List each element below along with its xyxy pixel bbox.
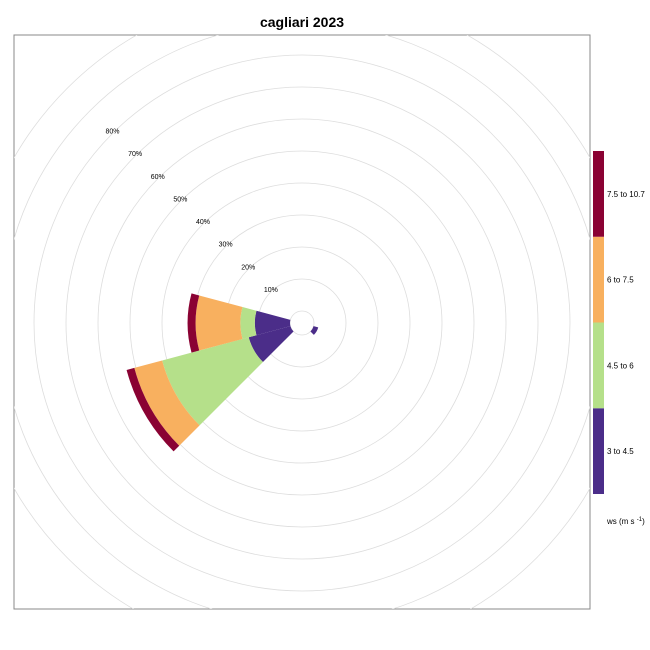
ring-label: 50% [173,196,187,203]
wedge-segment [310,326,319,335]
ring-labels: 10% 20% 30% 40% 50% 60% 70% 80% [105,128,277,293]
legend-label: 7.5 to 10.7 [607,190,645,199]
grid-ring [97,118,507,528]
legend-label: 3 to 4.5 [607,447,634,456]
legend-label: 6 to 7.5 [607,276,634,285]
grid-ring [33,54,571,592]
colour-legend: 3 to 4.5 4.5 to 6 6 to 7.5 7.5 to 10.7 ws (m… [593,151,645,526]
wedge-segment [162,337,263,426]
chart-title: cagliari 2023 [259,14,345,30]
ring-label: 70% [128,151,142,158]
plot-panel [13,34,591,610]
wedge-segment [126,367,180,452]
wedge-segment [195,295,243,351]
wind-wedges [126,293,319,452]
legend-swatch [593,322,604,409]
ring-label: 30% [219,242,233,249]
legend-label: 4.5 to 6 [607,361,634,370]
wedge-segment [248,326,294,363]
ring-label: 80% [105,128,119,135]
grid-ring [129,150,475,496]
legend-title: ws (m s -1) [606,517,645,526]
ring-label: 40% [196,219,210,226]
wedge-segment [187,293,200,353]
legend-swatch [593,236,604,323]
wedge-segment [254,310,291,336]
ring-label: 10% [264,287,278,294]
wedge-segment [240,307,257,339]
grid-rings [14,35,590,609]
grid-ring [65,86,539,560]
legend-swatch [593,151,604,237]
ring-label: 60% [151,174,165,181]
wedge-segment [134,360,200,446]
grid-ring [161,182,443,464]
legend-swatch [593,408,604,494]
ring-label: 20% [241,264,255,271]
